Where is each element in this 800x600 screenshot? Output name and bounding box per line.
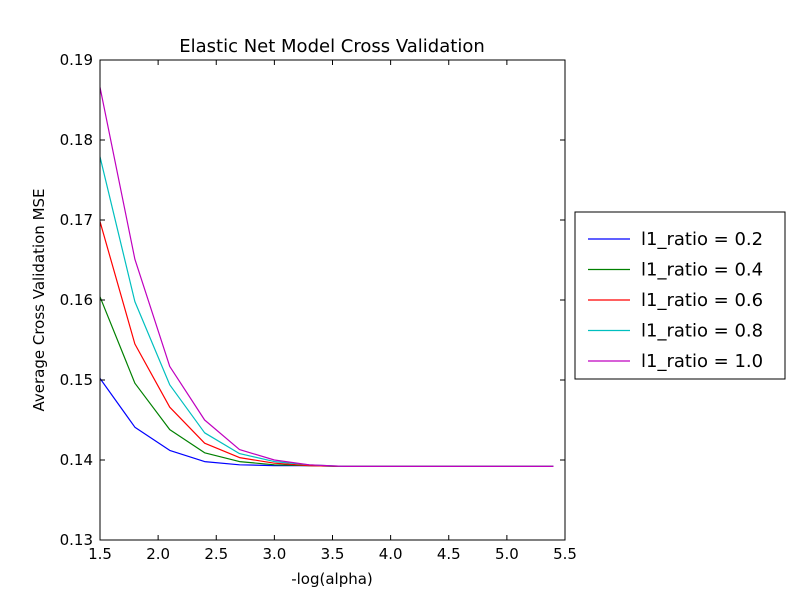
x-axis-label: -log(alpha) xyxy=(291,570,373,588)
x-tick-label: 2.0 xyxy=(146,545,170,563)
x-tick-label: 5.0 xyxy=(495,545,519,563)
legend-label-1: l1_ratio = 0.2 xyxy=(641,229,763,250)
x-tick-label: 5.5 xyxy=(553,545,577,563)
y-tick-label: 0.19 xyxy=(60,51,93,69)
y-tick-label: 0.18 xyxy=(60,131,93,149)
legend-label-5: l1_ratio = 1.0 xyxy=(641,351,763,372)
x-tick-label: 3.0 xyxy=(262,545,286,563)
x-tick-label: 4.0 xyxy=(379,545,403,563)
y-tick-label: 0.17 xyxy=(60,211,93,229)
x-tick-label: 4.5 xyxy=(437,545,461,563)
x-tick-label: 2.5 xyxy=(204,545,228,563)
legend-label-3: l1_ratio = 0.6 xyxy=(641,290,763,311)
series-line-4 xyxy=(100,156,554,467)
x-tick-label: 3.5 xyxy=(321,545,345,563)
y-tick-label: 0.13 xyxy=(60,531,93,549)
plot-frame xyxy=(99,59,566,541)
series-line-5 xyxy=(100,87,554,467)
y-axis-label: Average Cross Validation MSE xyxy=(30,188,48,411)
y-tick-label: 0.15 xyxy=(60,371,93,389)
legend-frame xyxy=(574,211,786,380)
plot-area: 1.5 2.0 2.5 3.0 3.5 4.0 4.5 5.0 5.5 0.13 0.14 0.15 0… xyxy=(60,51,577,563)
y-tick-label: 0.14 xyxy=(60,451,93,469)
chart-title: Elastic Net Model Cross Validation xyxy=(179,36,485,57)
legend-label-2: l1_ratio = 0.4 xyxy=(641,260,763,281)
y-tick-label: 0.16 xyxy=(60,291,93,309)
series-line-1 xyxy=(100,378,554,467)
legend: l1_ratio = 0.2 l1_ratio = 0.4 l1_ratio = 0… xyxy=(574,211,786,380)
legend-label-4: l1_ratio = 0.8 xyxy=(641,321,763,342)
series-group xyxy=(100,87,554,467)
series-line-3 xyxy=(100,221,554,467)
x-tick-label: 1.5 xyxy=(88,545,112,563)
